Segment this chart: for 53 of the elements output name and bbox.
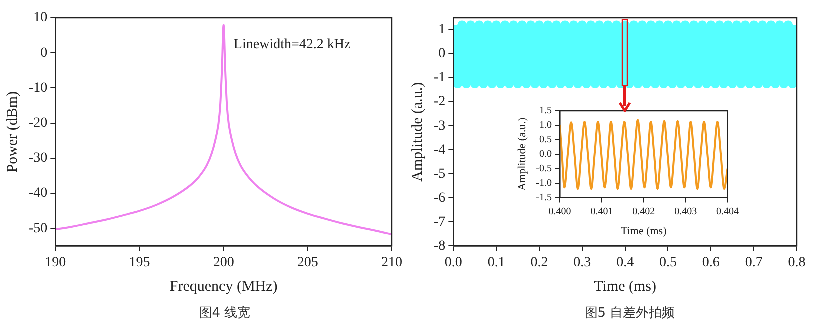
x-tick-label: 210 <box>382 255 402 270</box>
y-tick-label: -1.5 <box>536 192 552 204</box>
x-tick-label: 0.6 <box>702 255 720 270</box>
y-tick-label: -10 <box>28 80 48 96</box>
y-tick-label: 0.0 <box>540 149 552 160</box>
x-tick-label: 0.403 <box>674 206 698 218</box>
y-tick-label: -7 <box>434 214 446 230</box>
y-tick-label: -1.0 <box>536 178 552 189</box>
line-series <box>56 24 392 236</box>
y-axis-title: Amplitude (a.u.) <box>410 82 426 182</box>
y-tick-label: -20 <box>28 116 48 131</box>
y-tick-label: -0.5 <box>536 163 552 174</box>
line-series <box>560 119 728 190</box>
y-tick-label: -1 <box>434 70 446 86</box>
x-tick-label: 0.7 <box>745 255 763 270</box>
x-axis-title: Time (ms) <box>621 225 668 238</box>
x-tick-label: 0.1 <box>488 255 506 270</box>
y-tick-label: -6 <box>434 190 446 206</box>
y-tick-label: 1 <box>438 22 446 38</box>
x-tick-label: 0.2 <box>530 255 548 270</box>
y-tick-label: -40 <box>28 186 48 202</box>
y-tick-label: 0 <box>40 46 48 61</box>
y-tick-label: 10 <box>34 10 48 26</box>
caption: 图4 线宽 <box>198 305 252 322</box>
y-tick-label: 0.5 <box>540 134 552 146</box>
y-tick-label: 1.5 <box>540 106 552 117</box>
x-tick-label: 0.401 <box>590 206 614 218</box>
y-tick-label: -2 <box>434 94 446 110</box>
y-tick-label: -50 <box>28 221 48 236</box>
y-axis-title: Amplitude (a.u.) <box>516 118 528 191</box>
x-tick-label: 0.404 <box>716 206 739 218</box>
x-tick-label: 0.4 <box>616 255 634 270</box>
caption: 图5 自差外拍频 <box>584 305 676 322</box>
y-tick-label: 1.0 <box>540 120 552 132</box>
y-tick-label: 0 <box>438 46 446 62</box>
x-tick-label: 205 <box>297 255 318 270</box>
y-tick-label: -8 <box>434 238 446 254</box>
y-tick-label: -5 <box>434 166 446 182</box>
x-axis-title: Time (ms) <box>594 278 657 295</box>
x-tick-label: 200 <box>213 255 234 270</box>
y-tick-label: -3 <box>434 118 446 134</box>
annotation: Linewidth=42.2 kHz <box>234 38 351 53</box>
x-tick-label: 0.402 <box>632 206 656 218</box>
x-tick-label: 0.400 <box>548 206 572 218</box>
x-tick-label: 195 <box>129 255 150 270</box>
x-tick-label: 190 <box>45 255 66 270</box>
y-tick-label: -4 <box>434 142 446 158</box>
y-axis-title: Power (dBm) <box>4 91 21 173</box>
y-tick-label: -30 <box>28 151 48 166</box>
x-tick-label: 0.5 <box>660 255 677 270</box>
x-tick-label: 0.3 <box>574 255 592 270</box>
x-tick-label: 0.8 <box>788 255 806 270</box>
x-axis-title: Frequency (MHz) <box>170 278 278 295</box>
